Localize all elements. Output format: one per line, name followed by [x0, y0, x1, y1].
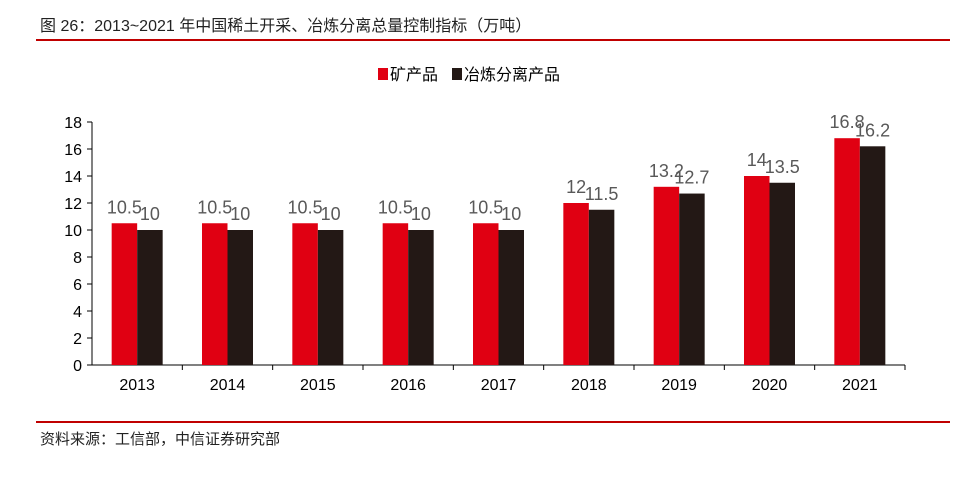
- data-label: 12: [566, 177, 586, 197]
- bar-smelting-2015: [317, 230, 344, 365]
- x-tick-label: 2017: [481, 377, 517, 394]
- x-tick-label: 2016: [390, 377, 426, 394]
- footer-rule: [36, 421, 950, 423]
- data-label: 14: [747, 150, 767, 170]
- bar-smelting-2014: [227, 230, 253, 365]
- x-tick-label: 2014: [210, 377, 246, 394]
- data-label: 10.5: [468, 197, 503, 217]
- y-tick-label: 0: [73, 358, 82, 375]
- bar-ore-2018: [563, 203, 589, 365]
- legend-label: 冶炼分离产品: [464, 66, 560, 84]
- x-tick-label: 2015: [300, 377, 336, 394]
- bar-ore-2016: [382, 223, 409, 365]
- data-label: 10.5: [288, 197, 323, 217]
- x-tick-label: 2019: [661, 377, 697, 394]
- y-tick-label: 18: [64, 115, 82, 132]
- bar-smelting-2017: [498, 230, 524, 365]
- y-tick-label: 10: [64, 223, 82, 240]
- bar-ore-2019: [653, 186, 680, 365]
- bar-ore-2013: [111, 223, 138, 365]
- data-label: 13.5: [765, 157, 800, 177]
- y-tick-label: 14: [64, 169, 82, 186]
- x-tick-label: 2020: [752, 377, 788, 394]
- data-label: 16.8: [830, 112, 865, 132]
- bar-smelting-2020: [769, 182, 795, 365]
- data-label: 10: [230, 204, 250, 224]
- data-label: 13.2: [649, 161, 684, 181]
- data-label: 10: [140, 204, 160, 224]
- title-rule: [36, 39, 950, 41]
- bar-ore-2020: [744, 176, 770, 365]
- x-tick-label: 2013: [119, 377, 155, 394]
- source-note: 资料来源：工信部，中信证券研究部: [40, 431, 281, 448]
- data-label: 16.2: [855, 120, 890, 140]
- y-tick-label: 16: [64, 142, 82, 159]
- legend-swatch: [378, 68, 388, 80]
- bar-ore-2017: [473, 223, 499, 365]
- y-tick-label: 2: [73, 331, 82, 348]
- bar-smelting-2013: [137, 230, 163, 365]
- data-label: 10.5: [378, 197, 413, 217]
- data-label: 10: [501, 204, 521, 224]
- bar-smelting-2019: [679, 193, 705, 365]
- y-tick-label: 12: [64, 196, 82, 213]
- bar-ore-2014: [202, 223, 228, 365]
- bar-smelting-2016: [408, 230, 434, 365]
- data-label: 10: [321, 204, 341, 224]
- bar-ore-2021: [834, 138, 860, 365]
- bar-smelting-2018: [588, 209, 615, 365]
- data-label: 11.5: [585, 184, 619, 204]
- figure-title: 图 26：2013~2021 年中国稀土开采、冶炼分离总量控制指标（万吨）: [40, 18, 532, 35]
- y-tick-label: 6: [73, 277, 82, 294]
- bar-smelting-2021: [859, 146, 886, 365]
- data-label: 10.5: [197, 197, 232, 217]
- legend-swatch: [452, 68, 462, 80]
- x-tick-label: 2021: [842, 377, 878, 394]
- x-tick-label: 2018: [571, 377, 607, 394]
- data-label: 12.7: [674, 168, 709, 188]
- data-label: 10: [411, 204, 431, 224]
- bar-ore-2015: [292, 223, 318, 365]
- y-tick-label: 4: [73, 304, 82, 321]
- y-tick-label: 8: [73, 250, 82, 267]
- legend-label: 矿产品: [390, 66, 438, 84]
- data-label: 10.5: [107, 197, 142, 217]
